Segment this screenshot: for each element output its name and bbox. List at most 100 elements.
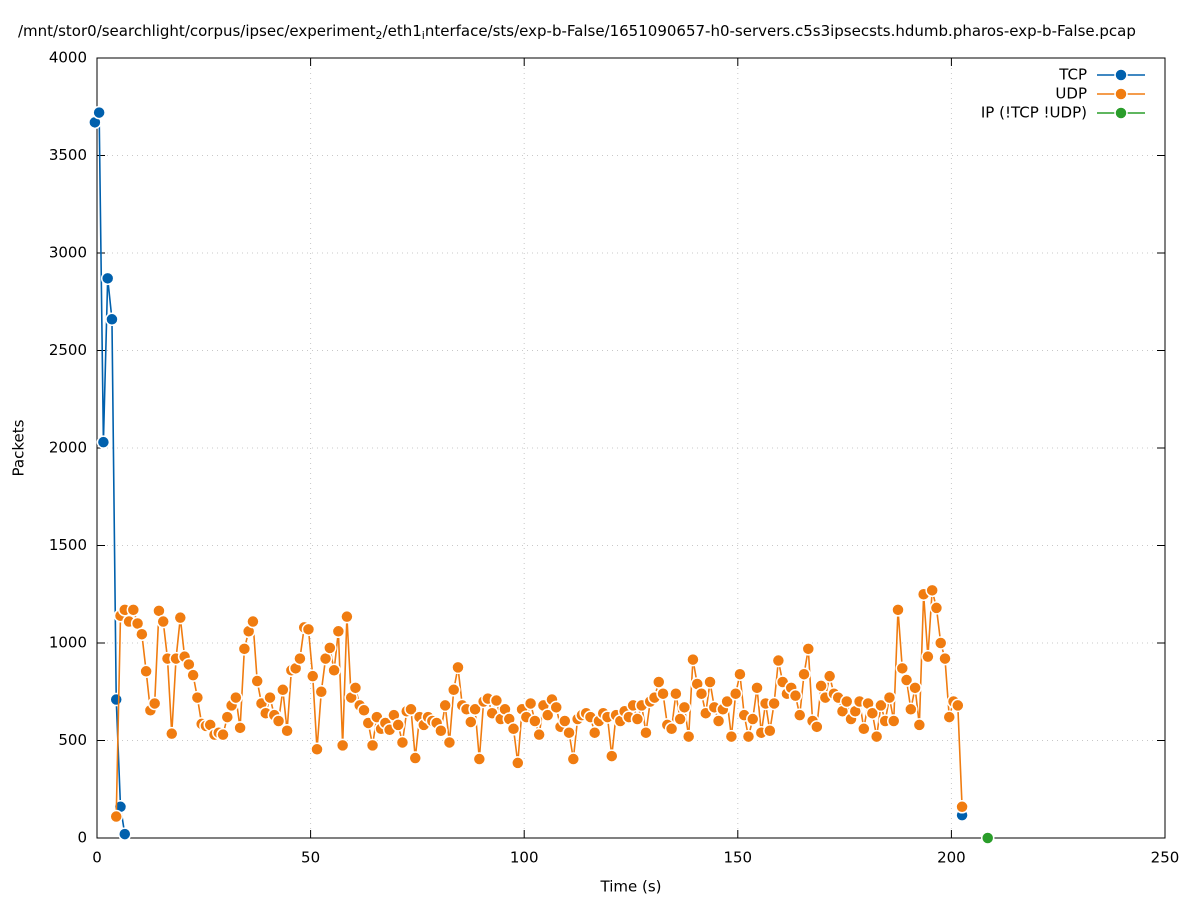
data-point	[472, 752, 487, 766]
data-point	[528, 714, 542, 728]
data-point	[720, 694, 734, 709]
y-tick-label: 2500	[49, 341, 87, 359]
data-point	[186, 668, 200, 682]
data-point	[839, 694, 854, 709]
data-point	[220, 710, 235, 724]
data-point	[673, 712, 687, 726]
data-point	[523, 696, 538, 711]
plot-border	[96, 57, 1166, 839]
y-tick-label: 500	[58, 731, 87, 749]
data-point	[92, 105, 106, 120]
title-part: /mnt/stor0/searchlight/corpus/ipsec/expe…	[18, 22, 376, 40]
data-point	[933, 636, 948, 650]
data-point	[156, 614, 170, 629]
y-tick-label: 1000	[49, 634, 87, 652]
data-point	[904, 702, 918, 717]
legend-swatch-marker	[1114, 106, 1128, 120]
data-point	[886, 714, 901, 728]
data-point	[331, 624, 346, 639]
data-point	[912, 718, 927, 732]
legend-swatch-marker	[1114, 68, 1128, 82]
data-point	[938, 651, 952, 666]
x-tick-label: 150	[723, 849, 752, 867]
data-point	[980, 831, 995, 845]
data-point	[630, 712, 645, 726]
legend-label: TCP	[1058, 66, 1087, 84]
data-point	[562, 725, 576, 740]
data-point	[327, 663, 341, 678]
y-tick-label: 3500	[49, 146, 87, 164]
data-point	[767, 696, 781, 711]
data-point	[323, 641, 337, 655]
data-point	[857, 722, 871, 736]
data-point	[391, 718, 405, 732]
data-point	[639, 725, 653, 740]
data-point	[733, 667, 747, 681]
title-part: /eth1	[383, 22, 422, 40]
data-point	[869, 729, 884, 744]
y-tick-label: 2000	[49, 439, 87, 457]
data-point	[314, 685, 329, 699]
data-point	[810, 720, 824, 734]
data-point	[741, 729, 756, 744]
data-point	[955, 800, 969, 814]
data-point	[451, 660, 465, 675]
y-tick-label: 4000	[49, 49, 87, 67]
data-point	[301, 622, 316, 637]
x-tick-label: 200	[937, 849, 966, 867]
data-point	[899, 673, 914, 687]
data-point	[246, 614, 260, 629]
data-point	[109, 692, 123, 707]
data-point	[669, 686, 683, 701]
data-point	[771, 653, 786, 668]
data-point	[664, 722, 679, 736]
data-point	[921, 649, 935, 664]
data-point	[566, 752, 581, 766]
data-point	[724, 729, 739, 744]
data-point	[280, 724, 294, 738]
data-point	[348, 681, 363, 695]
data-point	[792, 708, 807, 722]
data-point	[109, 809, 123, 824]
data-point	[147, 696, 162, 711]
data-point	[746, 712, 760, 726]
data-point	[942, 710, 957, 724]
chart-title: /mnt/stor0/searchlight/corpus/ipsec/expe…	[18, 22, 1136, 43]
data-point	[408, 751, 423, 765]
data-point	[822, 669, 837, 683]
x-axis-label: Time (s)	[600, 878, 662, 896]
legend-swatch-marker	[1114, 87, 1128, 101]
y-tick-label: 0	[77, 829, 87, 847]
data-point	[357, 703, 371, 718]
data-point	[263, 690, 277, 705]
data-point	[365, 738, 380, 753]
data-point	[605, 749, 619, 763]
data-point	[891, 603, 905, 617]
data-point	[549, 700, 563, 715]
data-point	[489, 693, 504, 708]
data-point	[190, 690, 205, 705]
data-point	[126, 603, 141, 617]
data-point	[686, 652, 700, 667]
data-point	[100, 271, 115, 286]
y-tick-label: 3000	[49, 244, 87, 262]
data-point	[951, 698, 965, 713]
data-point	[511, 756, 525, 770]
data-point	[340, 609, 354, 624]
data-point	[558, 714, 572, 728]
data-point	[656, 686, 670, 701]
data-point	[506, 722, 521, 736]
data-point	[335, 738, 350, 753]
data-point	[694, 686, 709, 701]
data-point	[434, 724, 448, 738]
data-point	[165, 726, 179, 741]
data-point	[468, 702, 482, 717]
data-point	[293, 651, 307, 666]
data-point	[652, 675, 666, 689]
data-point	[310, 742, 324, 757]
y-axis-label: Packets	[10, 419, 28, 476]
y-tick-label: 1500	[49, 536, 87, 554]
data-point	[305, 669, 320, 683]
